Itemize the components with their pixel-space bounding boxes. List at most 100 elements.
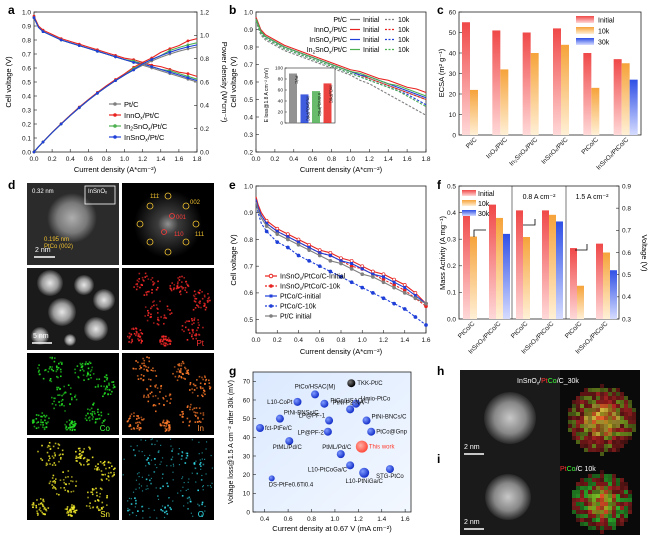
eds-pixel	[152, 283, 155, 285]
eds-pixel	[91, 413, 94, 415]
eds-pixel	[91, 410, 94, 413]
eds-pixel	[80, 455, 82, 458]
eds-pixel	[156, 517, 158, 519]
eds-pixel	[205, 473, 207, 475]
eds-pixel	[572, 436, 576, 440]
eds-pixel	[128, 509, 131, 511]
panel-d-element-in: In	[197, 424, 204, 433]
eds-pixel	[195, 297, 198, 300]
eds-pixel	[157, 323, 160, 326]
eds-pixel	[604, 400, 608, 404]
eds-pixel	[97, 385, 99, 388]
eds-pixel	[201, 376, 203, 379]
eds-pixel	[203, 302, 205, 305]
panel-g-point-label: This work	[369, 445, 396, 451]
eds-pixel	[202, 486, 204, 488]
eds-pixel	[143, 364, 145, 367]
eds-pixel	[96, 506, 98, 509]
eds-pixel	[191, 408, 194, 411]
eds-pixel	[111, 465, 113, 468]
eds-pixel	[86, 459, 89, 462]
eds-pixel	[580, 428, 584, 432]
eds-pixel	[70, 514, 72, 517]
eds-pixel	[92, 506, 94, 509]
eds-pixel	[592, 436, 596, 440]
eds-pixel	[86, 458, 89, 461]
eds-pixel	[163, 516, 166, 519]
eds-pixel	[608, 490, 612, 494]
eds-pixel	[600, 526, 604, 530]
panel-g-point-label: LP@PF-1	[299, 414, 326, 420]
eds-pixel	[616, 518, 620, 522]
panel-f-bar	[610, 270, 617, 319]
panel-f-ytick-right-label: 0.5	[622, 272, 631, 279]
eds-pixel	[138, 428, 141, 431]
eds-pixel	[101, 488, 103, 491]
eds-pixel	[36, 512, 39, 515]
eds-pixel	[162, 343, 165, 346]
eds-pixel	[604, 498, 608, 502]
eds-pixel	[211, 467, 213, 469]
eds-pixel	[572, 494, 576, 498]
eds-pixel	[592, 396, 596, 400]
eds-pixel	[87, 363, 90, 365]
panel-e-chart: 0.0 0.2 0.4 0.6 0.8 1.0 1.2 1.4 1.60.50.60.70.80…	[229, 183, 431, 356]
panel-f-ytick-label: 0.2	[447, 263, 456, 270]
eds-pixel	[185, 372, 188, 375]
eds-pixel	[193, 411, 195, 413]
panel-e-point	[381, 296, 386, 301]
eds-pixel	[64, 410, 66, 412]
eds-pixel	[42, 377, 45, 380]
eds-pixel	[99, 509, 101, 511]
eds-pixel	[156, 440, 158, 442]
panel-b-ytick-label: 0.5	[244, 97, 253, 104]
panel-letter-i: i	[437, 452, 440, 466]
eds-pixel	[103, 393, 106, 395]
eds-pixel	[122, 474, 124, 476]
eds-pixel	[192, 515, 194, 517]
eds-pixel	[141, 476, 144, 478]
panel-a-point	[77, 106, 81, 110]
eds-pixel	[168, 424, 171, 426]
eds-pixel	[604, 474, 608, 478]
eds-pixel	[600, 510, 604, 514]
eds-pixel	[588, 392, 592, 396]
eds-pixel	[187, 488, 189, 490]
eds-pixel	[41, 444, 43, 447]
eds-pixel	[36, 499, 38, 501]
eds-pixel	[159, 391, 161, 393]
eds-pixel	[54, 482, 56, 484]
eds-pixel	[101, 479, 103, 482]
panel-e-xtick-label: 0.6	[315, 337, 324, 344]
eds-pixel	[161, 457, 164, 459]
eds-pixel	[130, 333, 133, 336]
panel-c-bar	[470, 89, 478, 135]
panel-e-point	[424, 323, 428, 327]
eds-pixel	[201, 474, 203, 477]
eds-pixel	[61, 403, 63, 405]
eds-pixel	[147, 312, 150, 314]
eds-pixel	[616, 428, 620, 432]
eds-pixel	[90, 491, 92, 494]
eds-pixel	[616, 514, 620, 518]
eds-pixel	[75, 480, 78, 483]
eds-pixel	[157, 280, 159, 283]
eds-pixel	[612, 412, 616, 416]
eds-pixel	[154, 404, 157, 407]
eds-pixel	[624, 482, 628, 486]
eds-pixel	[584, 412, 588, 416]
eds-pixel	[185, 489, 187, 492]
eds-pixel	[140, 416, 143, 419]
panel-e-ytick-label: 0.6	[244, 290, 253, 297]
eds-pixel	[133, 415, 135, 417]
eds-pixel	[612, 506, 616, 510]
panel-c-ytick-label: 60	[449, 9, 457, 16]
eds-pixel	[177, 453, 180, 455]
eds-pixel	[194, 414, 196, 416]
eds-pixel	[604, 448, 608, 452]
eds-pixel	[576, 404, 580, 408]
eds-pixel	[106, 496, 108, 499]
eds-pixel	[163, 314, 166, 317]
eds-pixel	[169, 426, 171, 429]
eds-pixel	[100, 411, 103, 414]
